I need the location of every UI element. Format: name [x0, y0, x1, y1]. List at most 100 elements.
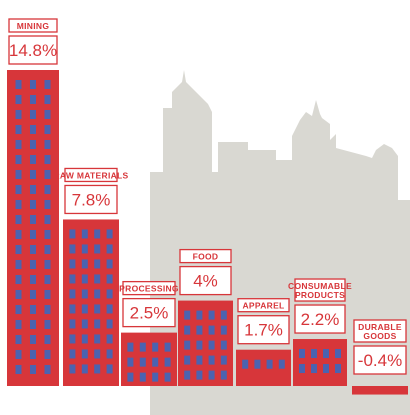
- window-icon: [30, 230, 36, 239]
- window-icon: [311, 349, 317, 359]
- window-icon: [242, 359, 249, 369]
- window-icon: [81, 259, 88, 269]
- window-icon: [196, 325, 203, 335]
- window-icon: [30, 365, 36, 374]
- window-icon: [15, 215, 22, 224]
- window-icon: [94, 364, 101, 374]
- window-icon: [278, 359, 285, 369]
- window-icon: [44, 305, 51, 314]
- window-icon: [220, 355, 227, 365]
- window-icon: [15, 95, 22, 104]
- window-icon: [164, 357, 171, 367]
- window-icon: [69, 304, 76, 314]
- window-icon: [299, 349, 305, 359]
- category-label: PRODUCTS: [295, 290, 345, 300]
- window-icon: [152, 357, 159, 367]
- bar-processing: [121, 332, 177, 386]
- category-label: APPAREL: [242, 301, 284, 311]
- window-icon: [164, 342, 171, 352]
- window-icon: [30, 215, 36, 224]
- window-icon: [139, 342, 146, 352]
- window-icon: [30, 260, 36, 269]
- window-icon: [69, 364, 76, 374]
- bar-consumable-products-body: [293, 339, 347, 386]
- value-label: 14.8%: [9, 41, 57, 60]
- window-icon: [208, 370, 215, 380]
- window-icon: [94, 259, 101, 269]
- window-icon: [94, 319, 101, 329]
- label-mining: MINING 14.8%: [8, 18, 58, 65]
- window-icon: [254, 359, 261, 369]
- category-label: DURABLE: [358, 322, 402, 332]
- category-label: RAW MATERIALS: [53, 170, 128, 180]
- window-icon: [15, 305, 22, 314]
- window-icon: [69, 229, 76, 239]
- window-icon: [106, 349, 113, 359]
- category-label-box: [8, 18, 58, 33]
- value-label-box: [8, 35, 58, 65]
- window-icon: [15, 320, 22, 329]
- category-label-box: [122, 280, 176, 296]
- window-icon: [81, 229, 88, 239]
- window-icon: [44, 110, 51, 119]
- window-icon: [152, 372, 159, 382]
- bar-raw-materials: [63, 219, 119, 386]
- window-icon: [44, 230, 51, 239]
- window-icon: [15, 155, 22, 164]
- window-icon: [30, 275, 36, 284]
- value-label-box: [353, 345, 407, 375]
- value-label: 7.8%: [72, 190, 111, 209]
- window-icon: [44, 200, 51, 209]
- window-icon: [220, 310, 227, 320]
- value-label-box: [179, 265, 232, 296]
- window-icon: [44, 155, 51, 164]
- window-icon: [81, 304, 88, 314]
- window-icon: [81, 244, 88, 254]
- bar-apparel: [236, 349, 291, 386]
- window-icon: [15, 335, 22, 344]
- window-icon: [335, 349, 341, 359]
- window-icon: [106, 304, 113, 314]
- window-icon: [81, 289, 88, 299]
- window-icon: [335, 364, 341, 374]
- window-icon: [69, 259, 76, 269]
- window-icon: [69, 319, 76, 329]
- window-icon: [69, 349, 76, 359]
- window-icon: [15, 290, 22, 299]
- window-icon: [184, 355, 191, 365]
- category-label-box: [237, 298, 290, 313]
- window-icon: [94, 244, 101, 254]
- window-icon: [81, 319, 88, 329]
- window-icon: [15, 185, 22, 194]
- bar-mining: [7, 70, 59, 386]
- window-icon: [30, 80, 36, 89]
- window-icon: [127, 342, 134, 352]
- window-icon: [196, 370, 203, 380]
- window-icon: [69, 334, 76, 344]
- window-icon: [30, 200, 36, 209]
- label-apparel: APPAREL 1.7%: [237, 298, 290, 345]
- category-label: CONSUMABLE: [288, 281, 352, 291]
- window-icon: [196, 340, 203, 350]
- window-icon: [30, 320, 36, 329]
- window-icon: [106, 259, 113, 269]
- window-icon: [106, 229, 113, 239]
- label-raw-materials: RAW MATERIALS 7.8%: [53, 167, 128, 215]
- window-icon: [81, 349, 88, 359]
- window-icon: [323, 349, 329, 359]
- window-icon: [15, 365, 22, 374]
- window-icon: [44, 335, 51, 344]
- category-label: MINING: [17, 21, 50, 31]
- window-icon: [184, 310, 191, 320]
- bar-durable-goods: [352, 386, 408, 395]
- bar-food: [178, 300, 233, 386]
- window-icon: [44, 140, 51, 149]
- category-label-box: [179, 248, 232, 264]
- labels-layer: MINING 14.8% RAW MATERIALS 7.8% PROCESSING 2.…: [8, 18, 407, 375]
- value-label-box: [294, 304, 346, 334]
- bars-layer: [7, 70, 408, 395]
- window-icon: [299, 364, 305, 374]
- window-icon: [127, 357, 134, 367]
- window-icon: [44, 275, 51, 284]
